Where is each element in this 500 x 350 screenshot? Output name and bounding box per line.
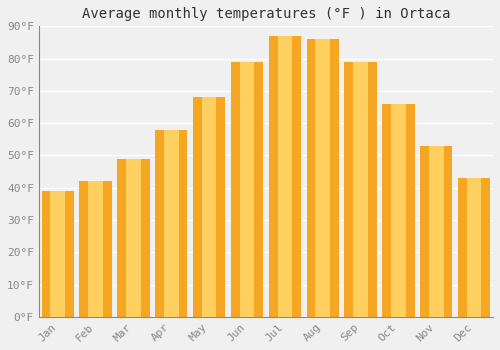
Bar [278,36,292,317]
Bar [88,181,103,317]
Bar [155,130,188,317]
Bar [467,178,481,317]
Bar [429,146,444,317]
Title: Average monthly temperatures (°F ) in Ortaca: Average monthly temperatures (°F ) in Or… [82,7,450,21]
Bar [164,130,178,317]
Bar [50,191,65,317]
Bar [391,104,406,317]
Bar [269,36,301,317]
Bar [202,97,216,317]
Bar [231,62,263,317]
Bar [80,181,112,317]
Bar [306,39,339,317]
Bar [316,39,330,317]
Bar [118,159,150,317]
Bar [458,178,490,317]
Bar [193,97,225,317]
Bar [354,62,368,317]
Bar [382,104,414,317]
Bar [344,62,376,317]
Bar [240,62,254,317]
Bar [420,146,452,317]
Bar [126,159,140,317]
Bar [42,191,74,317]
